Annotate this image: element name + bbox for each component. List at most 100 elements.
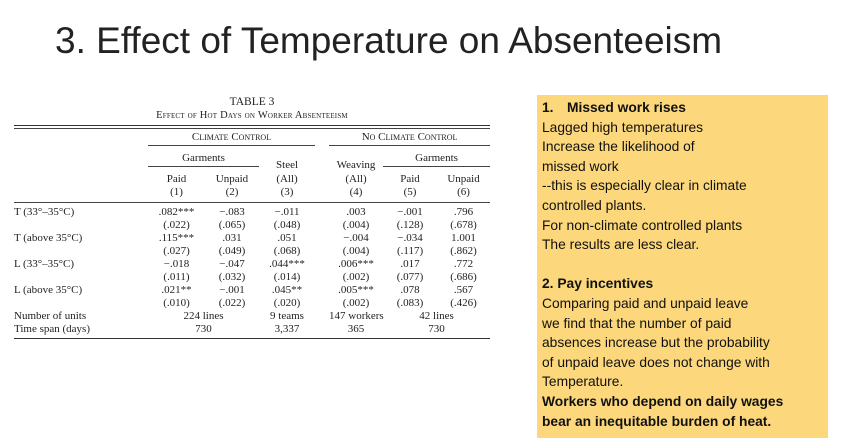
units-garments-b: 42 lines (419, 309, 454, 322)
se-cell: (.010) (163, 296, 190, 309)
se-cell: (.011) (163, 270, 190, 283)
table-row-units: Number of units 224 lines 9 teams 147 wo… (14, 310, 490, 323)
col-number: (3) (280, 185, 294, 198)
row-label: T (above 35°C) (14, 231, 83, 244)
se-cell: (.686) (450, 270, 477, 283)
coef-cell: .045** (271, 283, 303, 296)
coef-cell: .115*** (158, 231, 195, 244)
callout-text-line: The results are less clear. (542, 237, 700, 253)
callout-text-line: missed work (542, 158, 619, 174)
callout-text-line: of unpaid leave does not change with (542, 354, 770, 370)
coef-cell: −.011 (274, 205, 300, 218)
callout-text-line: we find that the number of paid (542, 315, 732, 331)
header-steel: Steel (276, 158, 299, 171)
header-climate-control: Climate Control (148, 131, 316, 146)
callout-spacer (542, 255, 824, 275)
se-cell: (.022) (163, 218, 190, 231)
se-cell: (.049) (218, 244, 246, 257)
table-top-rule (14, 125, 490, 126)
se-cell: (.068) (273, 244, 301, 257)
table-row: T (33°–35°C) .082*** −.083 −.011 .003 −.… (14, 206, 490, 219)
table-top-rule-2 (14, 127, 490, 129)
header-garments-a: Garments (148, 152, 259, 167)
span-weaving: 365 (347, 322, 365, 335)
se-cell: (.117) (396, 244, 424, 257)
coef-cell: .003 (346, 205, 366, 218)
table-row-span: Time span (days) 730 3,337 365 730 (14, 323, 490, 336)
units-steel: 9 teams (270, 309, 304, 322)
se-cell: (.002) (342, 296, 370, 309)
se-cell: (.426) (450, 296, 477, 309)
se-cell: (.083) (396, 296, 424, 309)
coef-cell: .567 (453, 283, 474, 296)
header-no-climate-control: No Climate Control (329, 131, 491, 146)
row-label: Number of units (14, 309, 87, 322)
coef-cell: −.018 (163, 257, 190, 270)
table-subtitle: Effect of Hot Days on Worker Absenteeism (156, 110, 348, 121)
coef-cell: .082*** (158, 205, 195, 218)
se-cell: (.022) (218, 296, 246, 309)
header-garments-b: Garments (383, 152, 491, 167)
regression-table: TABLE 3 Effect of Hot Days on Worker Abs… (14, 96, 491, 339)
table-title: TABLE 3 (229, 96, 275, 108)
callout-text-line: For non-climate controlled plants (542, 217, 743, 233)
col-label: Paid (166, 172, 187, 185)
table-row-se: (.022) (.065) (.048) (.004) (.128) (.678… (14, 219, 490, 232)
coef-cell: .078 (400, 283, 420, 296)
units-garments-a: 224 lines (183, 309, 224, 322)
findings-callout: 1. Missed work rises Lagged high temperat… (537, 95, 828, 438)
se-cell: (.077) (396, 270, 424, 283)
callout-conclusion-line: Workers who depend on daily wages (542, 393, 784, 409)
coef-cell: −.047 (219, 257, 245, 270)
coef-cell: .031 (222, 231, 242, 244)
table-row-se: (.027) (.049) (.068) (.004) (.117) (.862… (14, 245, 490, 258)
se-cell: (.004) (342, 218, 370, 231)
row-label: L (33°–35°C) (14, 257, 75, 270)
coef-cell: .796 (453, 205, 474, 218)
callout-text-line: Temperature. (542, 374, 624, 390)
table-grid: Climate Control No Climate Control Garme… (14, 129, 491, 339)
units-weaving: 147 workers (329, 309, 384, 322)
span-steel: 3,337 (274, 322, 300, 335)
se-cell: (.048) (273, 218, 301, 231)
se-cell: (.128) (396, 218, 424, 231)
col-label: Unpaid (447, 172, 480, 185)
table-row-se: (.011) (.032) (.014) (.002) (.077) (.686… (14, 271, 490, 284)
col-number: (1) (170, 185, 183, 198)
callout-text-line: controlled plants. (542, 197, 647, 213)
coef-cell: .044*** (269, 257, 305, 270)
coef-cell: −.004 (343, 231, 369, 244)
coef-cell: −.083 (219, 205, 245, 218)
callout-text-line: --this is especially clear in climate (542, 178, 747, 194)
se-cell: (.004) (342, 244, 370, 257)
section-1-title: Missed work rises (567, 100, 686, 115)
coef-cell: −.001 (219, 283, 245, 296)
section-2-heading: 2. Pay incentives (542, 276, 654, 292)
se-cell: (.065) (218, 218, 246, 231)
col-label: Unpaid (215, 172, 249, 185)
se-cell: (.678) (450, 218, 477, 231)
row-label: Time span (days) (14, 322, 90, 335)
row-label: L (above 35°C) (14, 283, 83, 296)
col-label: (All) (276, 172, 298, 185)
col-number: (4) (349, 185, 363, 198)
col-label: (All) (345, 172, 367, 185)
callout-text-line: Lagged high temperatures (542, 119, 704, 135)
se-cell: (.020) (273, 296, 301, 309)
section-1-number: 1. (542, 100, 554, 115)
table-row: L (above 35°C) .021** −.001 .045** .005*… (14, 284, 490, 297)
coef-cell: .006*** (338, 257, 374, 270)
coef-cell: .021** (161, 283, 192, 296)
se-cell: (.862) (450, 244, 477, 257)
span-garments-a: 730 (195, 322, 212, 335)
slide-title: 3. Effect of Temperature on Absenteeism (55, 20, 723, 61)
span-garments-b: 730 (428, 322, 445, 335)
table-row: L (33°–35°C) −.018 −.047 .044*** .006***… (14, 258, 490, 271)
section-1-heading: 1. Missed work rises (542, 98, 824, 118)
coef-cell: −.034 (397, 231, 423, 244)
table-row: T (above 35°C) .115*** .031 .051 −.004 −… (14, 232, 490, 245)
coef-cell: −.001 (397, 205, 423, 218)
coef-cell: 1.001 (451, 231, 476, 244)
col-label: Paid (400, 172, 420, 185)
col-number: (5) (403, 185, 417, 198)
